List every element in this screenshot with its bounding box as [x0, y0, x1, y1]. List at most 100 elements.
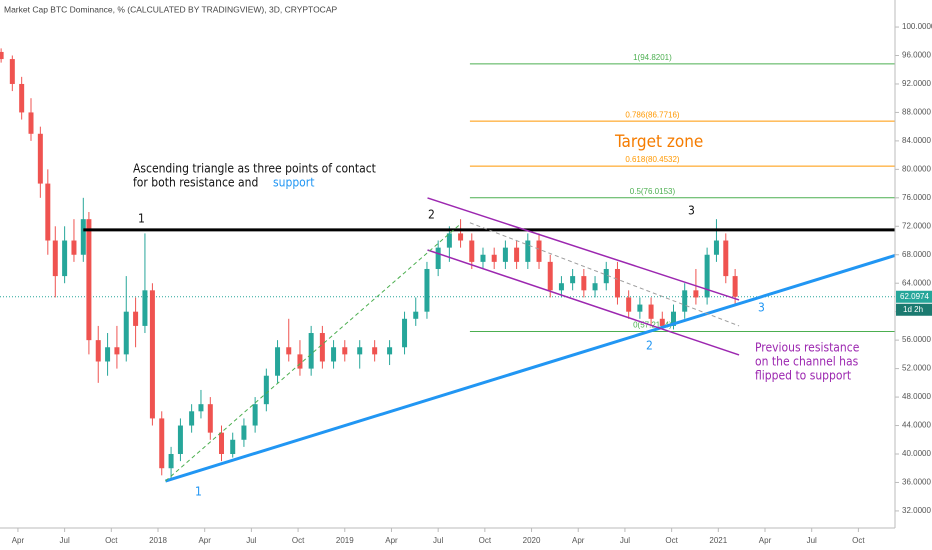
- candle-body: [105, 347, 111, 362]
- x-tick-label: Apr: [385, 536, 398, 545]
- x-tick-label: Oct: [665, 536, 678, 545]
- annotation: support: [273, 176, 314, 190]
- candle-body: [387, 347, 393, 355]
- candle-body: [52, 240, 58, 277]
- candle-body: [62, 240, 68, 277]
- candle-body: [713, 240, 719, 255]
- candle-body: [491, 254, 497, 262]
- candle-body: [670, 311, 676, 326]
- candle-body: [614, 268, 620, 298]
- candle-body: [252, 404, 258, 426]
- y-tick-label: 88.0000: [902, 108, 931, 117]
- candle-body: [502, 247, 508, 262]
- fib-label: 0.786(86.7716): [625, 110, 680, 119]
- candle-body: [189, 411, 195, 426]
- x-tick-label: Jul: [60, 536, 70, 545]
- candle-body: [308, 333, 314, 369]
- y-tick-label: 40.0000: [902, 449, 931, 458]
- candle-body: [732, 276, 738, 297]
- y-tick-label: 32.0000: [902, 506, 931, 515]
- x-tick-label: Apr: [572, 536, 585, 545]
- y-tick-label: 36.0000: [902, 478, 931, 487]
- fib-label: 1(94.8201): [633, 53, 672, 62]
- candle-body: [424, 268, 430, 312]
- x-tick-label: 2021: [709, 536, 727, 545]
- candle-body: [123, 311, 129, 355]
- y-tick-label: 92.0000: [902, 79, 931, 88]
- candle-body: [177, 425, 183, 454]
- candle-body: [319, 333, 325, 362]
- candle-body: [159, 418, 165, 469]
- annotation: for both resistance and: [133, 176, 258, 190]
- x-tick-label: Jul: [620, 536, 630, 545]
- candle-body: [659, 318, 665, 326]
- y-tick-label: 72.0000: [902, 221, 931, 230]
- annotation: 2: [428, 208, 435, 222]
- candle-body: [133, 311, 139, 326]
- price-label: 62.0974: [900, 292, 929, 301]
- candle-body: [286, 347, 292, 355]
- y-tick-label: 48.0000: [902, 392, 931, 401]
- x-tick-label: Apr: [198, 536, 211, 545]
- candle-body: [230, 439, 236, 454]
- x-tick-label: Oct: [852, 536, 865, 545]
- candle-body: [446, 233, 452, 248]
- annotation: Target zone: [614, 132, 703, 152]
- drawing-line: [427, 249, 740, 356]
- candle-body: [168, 453, 174, 469]
- drawing-line: [165, 224, 460, 482]
- fib-label: 0.618(80.4532): [625, 155, 680, 164]
- candle-body: [581, 276, 587, 291]
- y-tick-label: 52.0000: [902, 364, 931, 373]
- candle-body: [241, 425, 247, 440]
- y-tick-label: 44.0000: [902, 421, 931, 430]
- candle-body: [570, 276, 576, 284]
- annotation: 3: [758, 301, 765, 315]
- annotation: on the channel has: [755, 355, 859, 369]
- candle-body: [19, 83, 25, 113]
- candle-body: [458, 233, 464, 241]
- x-tick-label: Jul: [433, 536, 443, 545]
- candle-body: [592, 283, 598, 291]
- countdown-label: 1d 2h: [903, 305, 923, 314]
- candle-body: [114, 347, 120, 355]
- x-tick-label: 2019: [336, 536, 354, 545]
- candle-body: [357, 347, 363, 355]
- price-box: [896, 290, 932, 303]
- candle-body: [413, 311, 419, 319]
- candle-body: [648, 304, 654, 319]
- candle-body: [198, 404, 204, 412]
- y-tick-label: 64.0000: [902, 278, 931, 287]
- candle-body: [547, 261, 553, 291]
- candle-body: [342, 347, 348, 355]
- y-tick-label: 76.0000: [902, 193, 931, 202]
- candle-body: [207, 404, 213, 433]
- x-tick-label: Apr: [759, 536, 772, 545]
- y-tick-label: 80.0000: [902, 164, 931, 173]
- candle-body: [704, 254, 710, 298]
- candle-body: [95, 340, 101, 362]
- x-tick-label: 2018: [149, 536, 167, 545]
- candle-body: [558, 283, 564, 291]
- candle-body: [86, 219, 92, 341]
- chart-title: Market Cap BTC Dominance, % (CALCULATED …: [4, 4, 337, 14]
- y-tick-label: 68.0000: [902, 250, 931, 259]
- drawing-line: [165, 254, 896, 483]
- candle-body: [637, 304, 643, 312]
- candle-body: [149, 290, 155, 419]
- annotation: 3: [688, 204, 695, 218]
- x-tick-label: Jul: [246, 536, 256, 545]
- plot: 1(94.8201) 0.786(86.7716) 0.618(80.4532) 0.…: [0, 48, 896, 483]
- x-tick-label: Oct: [479, 536, 492, 545]
- x-tick-label: Oct: [105, 536, 118, 545]
- candle-body: [71, 240, 77, 255]
- candle-body: [275, 347, 281, 376]
- candle-body: [682, 290, 688, 312]
- candle-body: [297, 354, 303, 369]
- candle-body: [372, 347, 378, 355]
- y-tick-label: 96.0000: [902, 51, 931, 60]
- candle-body: [525, 240, 531, 262]
- candle-body: [45, 183, 51, 241]
- annotation: 2: [646, 339, 653, 353]
